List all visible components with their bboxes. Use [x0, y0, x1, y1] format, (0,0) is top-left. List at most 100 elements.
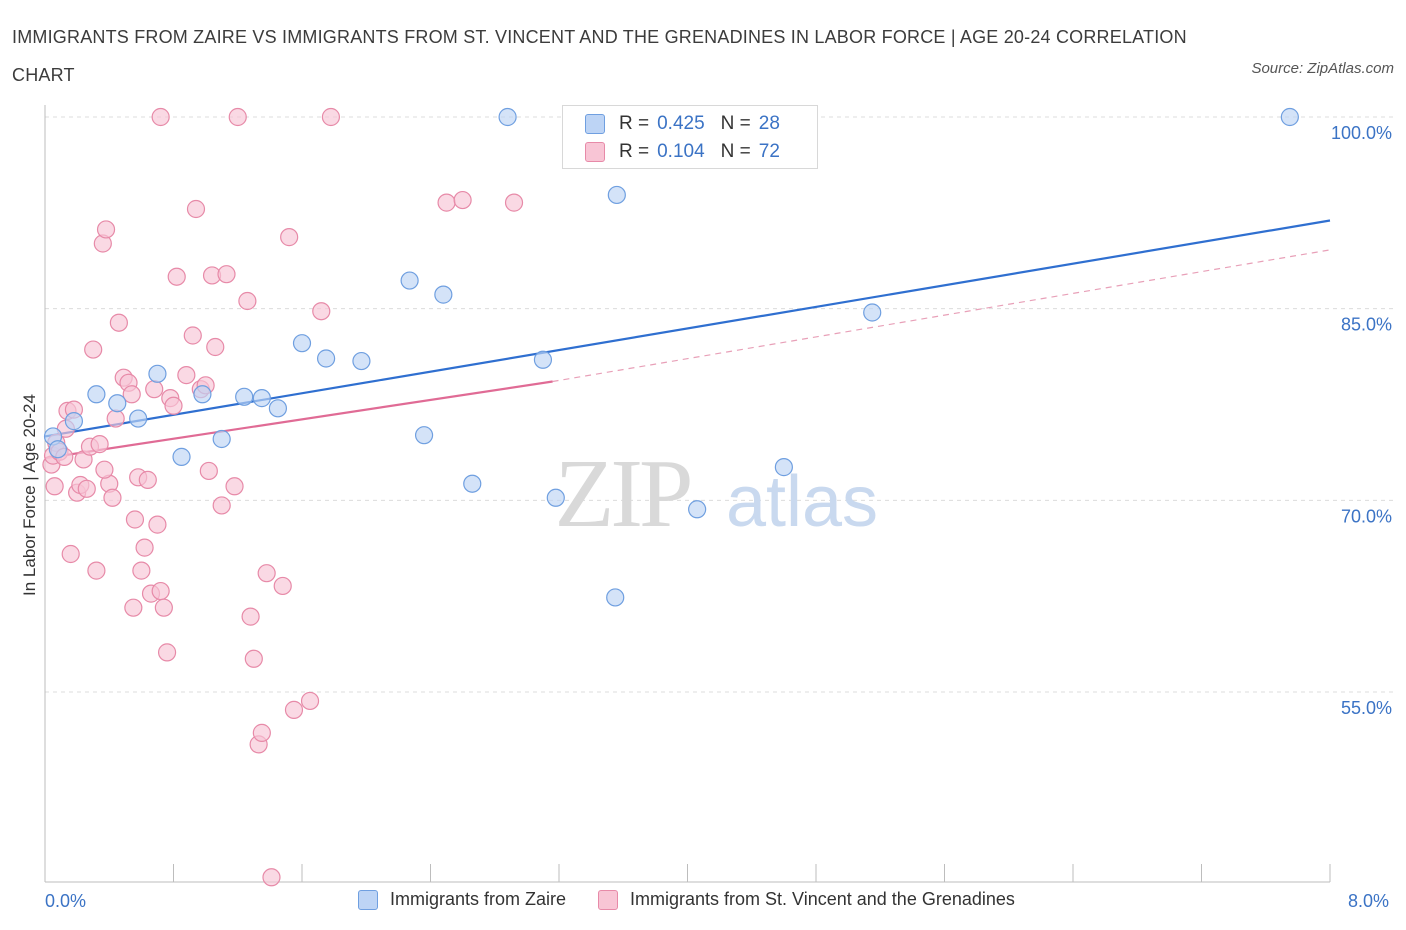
stvincent-legend-swatch: [598, 889, 619, 910]
zaire-point: [252, 389, 271, 408]
stvincent-point: [273, 576, 292, 596]
r-value: 0.104: [657, 141, 705, 162]
watermark-zip: ZIP: [555, 440, 690, 548]
stvincent-point: [257, 564, 276, 583]
trend-line-stvincent-extension: [552, 249, 1331, 383]
stvincent-point: [300, 691, 320, 711]
axes: [44, 105, 1331, 883]
stvincent-point: [45, 477, 64, 496]
legend-item-stvincent[interactable]: Immigrants from St. Vincent and the Gren…: [598, 889, 1015, 910]
zaire-legend-swatch: [358, 889, 378, 910]
trend-line-stvincent: [44, 380, 553, 460]
stvincent-point: [87, 561, 106, 580]
stvincent-point: [504, 193, 524, 212]
stvincent-point: [135, 538, 154, 557]
watermark: ZIP atlas: [555, 440, 879, 548]
stvincent-point: [154, 598, 173, 617]
stvincent-point: [106, 409, 125, 428]
stvincent-point: [199, 461, 218, 481]
trend-line-zaire: [44, 219, 1331, 438]
stvincent-point: [252, 723, 271, 742]
zaire-point: [352, 351, 371, 371]
stvincent-point: [183, 326, 202, 345]
stvincent-point: [228, 107, 247, 127]
zaire-point: [48, 440, 67, 459]
stvincent-point: [124, 598, 143, 617]
stvincent-point: [157, 643, 177, 662]
trend-lines: [44, 219, 1331, 460]
stvincent-point: [241, 607, 260, 626]
stvincent-point: [148, 515, 167, 534]
legend-row-zaire: R = 0.425 N = 28: [585, 111, 796, 137]
n-label: N =: [720, 141, 751, 162]
stvincent-point: [206, 337, 225, 357]
stvincent-point: [77, 479, 96, 498]
zaire-point: [268, 399, 288, 418]
zaire-point: [212, 429, 231, 449]
legend-label-zaire: Immigrants from Zaire: [390, 889, 567, 909]
zaire-point: [434, 285, 453, 304]
stvincent-point: [453, 190, 472, 210]
stvincent-point: [280, 228, 299, 247]
stvincent-point: [321, 107, 341, 127]
y-tick-label: 70.0%: [1341, 506, 1392, 526]
stvincent-point: [177, 366, 196, 385]
stvincent-point: [138, 470, 157, 489]
zaire-point: [400, 271, 419, 290]
zaire-point: [533, 350, 553, 369]
stvincent-point: [151, 107, 170, 127]
watermark-atlas: atlas: [726, 462, 878, 542]
legend-item-zaire[interactable]: Immigrants from Zaire: [358, 889, 566, 910]
zaire-point: [414, 426, 434, 445]
zaire-point: [235, 387, 254, 406]
stvincent-point: [164, 396, 183, 415]
stvincent-point: [61, 544, 80, 564]
zaire-point: [108, 394, 127, 413]
stats-legend: R = 0.425 N = 28 R = 0.104 N = 72: [562, 105, 818, 169]
zaire-point: [64, 412, 84, 431]
stvincent-point: [90, 435, 109, 454]
zaire-point: [129, 409, 148, 428]
zaire-point: [546, 488, 565, 507]
series-legend: Immigrants from Zaire Immigrants from St…: [358, 889, 1047, 910]
stvincent-point: [262, 868, 281, 887]
r-value: 0.425: [657, 113, 705, 134]
legend-row-stvincent: R = 0.104 N = 72: [585, 139, 796, 165]
x-tick-label-min: 0.0%: [45, 891, 87, 911]
stvincent-point: [212, 496, 231, 515]
zaire-point: [292, 334, 312, 353]
zaire-point: [1280, 107, 1299, 127]
stvincent-point: [103, 488, 122, 507]
zaire-point: [193, 385, 212, 404]
stvincent-point: [84, 340, 103, 359]
zaire-point: [607, 185, 626, 205]
legend-label-stvincent: Immigrants from St. Vincent and the Gren…: [630, 889, 1015, 909]
stvincent-point: [437, 193, 456, 212]
stvincent-point: [96, 220, 116, 239]
stvincent-point: [186, 199, 206, 219]
stvincent-point: [312, 302, 331, 321]
zaire-point: [463, 474, 482, 493]
source-label: Source: ZipAtlas.com: [1251, 60, 1394, 77]
zaire-point: [87, 385, 106, 404]
stvincent-point: [145, 380, 164, 399]
stvincent-point: [132, 561, 151, 580]
zaire-point: [863, 303, 882, 322]
stvincent-point: [284, 700, 304, 719]
n-value: 72: [758, 141, 780, 162]
stvincent-point: [225, 477, 244, 496]
zaire-point: [148, 364, 167, 383]
stvincent-point: [95, 460, 114, 479]
data-points: [42, 107, 1299, 887]
x-tick-label-max: 8.0%: [1348, 891, 1390, 911]
stvincent-point: [167, 267, 186, 286]
n-label: N =: [720, 113, 751, 134]
stvincent-point: [151, 581, 170, 601]
zaire-point: [316, 349, 336, 368]
zaire-swatch: [585, 114, 605, 134]
stvincent-point: [217, 265, 236, 284]
stvincent-point: [244, 649, 263, 668]
zaire-point: [774, 458, 793, 477]
y-tick-label: 100.0%: [1331, 123, 1392, 143]
